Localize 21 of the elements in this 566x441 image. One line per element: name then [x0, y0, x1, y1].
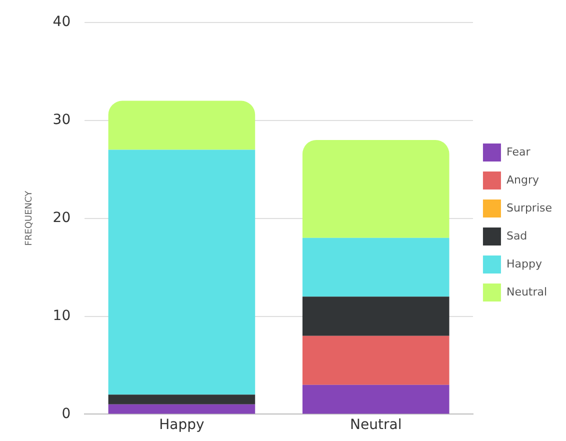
bar — [302, 238, 450, 297]
bar — [108, 404, 256, 414]
bar — [108, 150, 256, 395]
y-tick-label: 0 — [62, 406, 71, 422]
legend-label: Neutral — [506, 285, 548, 298]
bar — [108, 100, 256, 150]
y-tick-label: 30 — [52, 112, 71, 128]
y-tick-label: 10 — [52, 308, 71, 324]
bar — [302, 296, 450, 336]
legend-label: Surprise — [506, 201, 552, 214]
legend-label: Happy — [506, 257, 542, 270]
y-tick-label: 20 — [52, 210, 71, 226]
y-tick-label: 40 — [52, 14, 71, 30]
bar — [302, 336, 450, 385]
bar — [302, 140, 450, 238]
legend-label: Fear — [506, 145, 531, 158]
bar — [302, 384, 450, 414]
bar — [108, 394, 256, 404]
y-axis-title: FREQUENCY — [24, 190, 35, 246]
legend-label: Angry — [506, 173, 540, 186]
legend-label: Sad — [506, 229, 528, 242]
